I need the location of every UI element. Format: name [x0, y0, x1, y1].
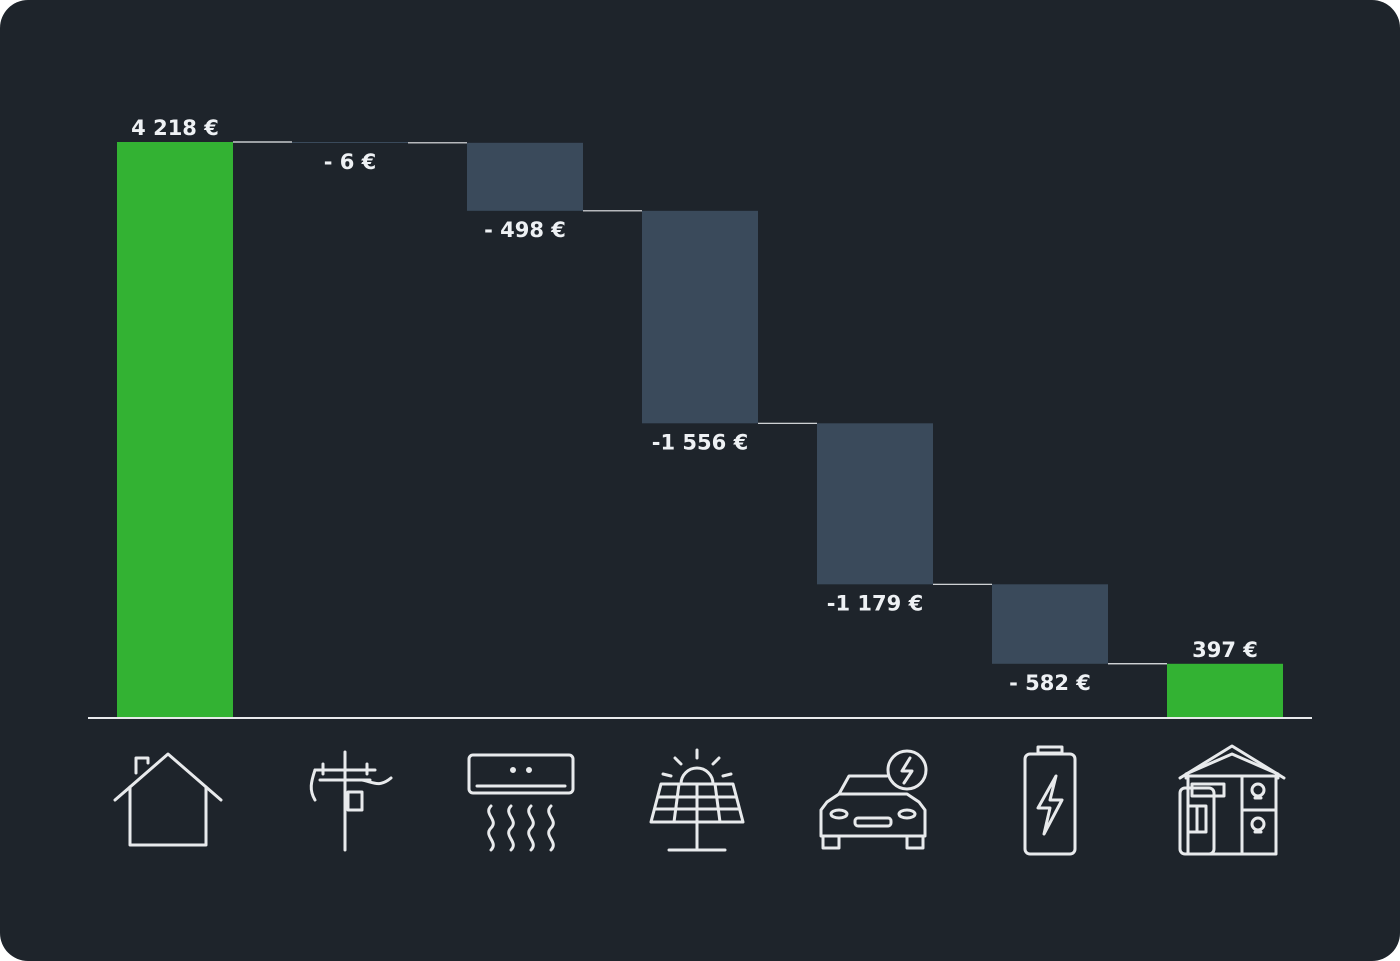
data-label: - 6 €	[324, 150, 377, 174]
delta-bar	[642, 210, 758, 424]
delta-bar	[467, 142, 583, 211]
house-icon	[113, 752, 223, 847]
total-bar	[1167, 663, 1283, 718]
delta-bar	[817, 423, 933, 585]
delta-bar	[292, 142, 408, 143]
data-label: - 498 €	[484, 218, 566, 242]
air-conditioner-icon	[467, 753, 575, 852]
solar-panel-icon	[649, 748, 745, 852]
smart-home-icon	[1178, 744, 1286, 856]
battery-icon	[1023, 745, 1077, 856]
data-label: -1 556 €	[652, 430, 748, 454]
electric-car-icon	[819, 749, 928, 850]
power-pole-icon	[309, 750, 393, 852]
total-bar	[117, 142, 233, 718]
data-label: 397 €	[1192, 638, 1258, 662]
data-label: 4 218 €	[131, 116, 219, 140]
data-label: - 582 €	[1009, 671, 1091, 695]
delta-bar	[992, 584, 1108, 664]
data-label: -1 179 €	[827, 591, 923, 615]
